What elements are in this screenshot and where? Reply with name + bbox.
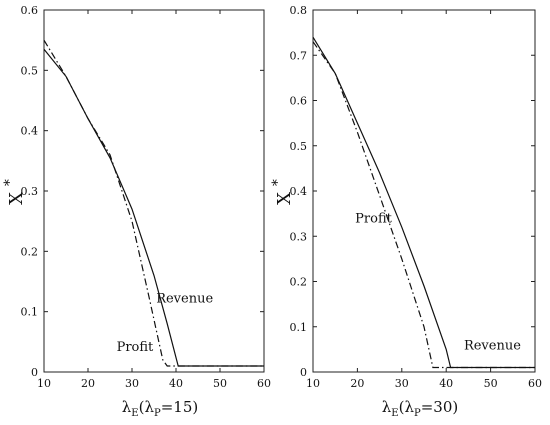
x-tick-label: 20 xyxy=(81,377,95,390)
x-tick-label: 30 xyxy=(125,377,139,390)
annotation-revenue: Revenue xyxy=(156,292,213,307)
y-tick-label: 0.5 xyxy=(290,140,308,153)
y-tick-label: 0 xyxy=(300,366,307,379)
x-tick-label: 10 xyxy=(306,377,320,390)
y-tick-label: 0.1 xyxy=(21,306,39,319)
x-tick-label: 40 xyxy=(169,377,183,390)
plot-frame xyxy=(312,9,536,373)
series-line-profit xyxy=(312,41,535,369)
y-tick-label: 0.6 xyxy=(290,95,308,108)
y-tick-label: 0.2 xyxy=(290,276,308,289)
annotation-profit: Profit xyxy=(117,340,154,355)
x-tick-label: 50 xyxy=(213,377,227,390)
y-tick-label: 0.3 xyxy=(21,185,39,198)
x-tick-label: 10 xyxy=(37,377,51,390)
y-tick-label: 0.5 xyxy=(21,64,39,77)
y-tick-label: 0.4 xyxy=(290,185,308,198)
y-tick-label: 0.1 xyxy=(290,321,308,334)
x-tick-label: 20 xyxy=(350,377,364,390)
y-tick-label: 0.4 xyxy=(21,125,39,138)
x-tick-label: 40 xyxy=(439,377,453,390)
chart-panel-2: 10 20 30 40 50 60 0 0.1 0.2 0.3 0.4 0.5 0.6 0.7 0.8 Pro… xyxy=(270,4,542,419)
annotation-revenue: Revenue xyxy=(464,338,521,353)
y-axis-label: X* xyxy=(270,179,295,205)
series-line-profit xyxy=(43,39,264,367)
y-tick-label: 0.3 xyxy=(290,230,308,243)
y-tick-label: 0.2 xyxy=(21,245,39,258)
y-tick-label: 0 xyxy=(31,366,38,379)
x-tick-label: 30 xyxy=(395,377,409,390)
annotation-profit: Profit xyxy=(355,212,392,227)
series-line-revenue xyxy=(312,36,535,369)
y-tick-label: 0.8 xyxy=(290,4,308,17)
x-tick-label: 60 xyxy=(528,377,542,390)
y-tick-label: 0.6 xyxy=(21,4,39,17)
x-tick-label: 50 xyxy=(484,377,498,390)
x-tick-label: 60 xyxy=(257,377,271,390)
x-axis-label: λE(λP=30) xyxy=(382,398,458,419)
x-axis-label: λE(λP=15) xyxy=(122,398,198,419)
chart-panel-1: 10 20 30 40 50 60 0 0.1 0.2 0.3 0.4 0.5 0.6 Revenue Pr… xyxy=(2,4,271,419)
y-tick-label: 0.7 xyxy=(290,49,308,62)
y-axis-label: X* xyxy=(2,179,27,205)
series-line-revenue xyxy=(43,48,264,367)
